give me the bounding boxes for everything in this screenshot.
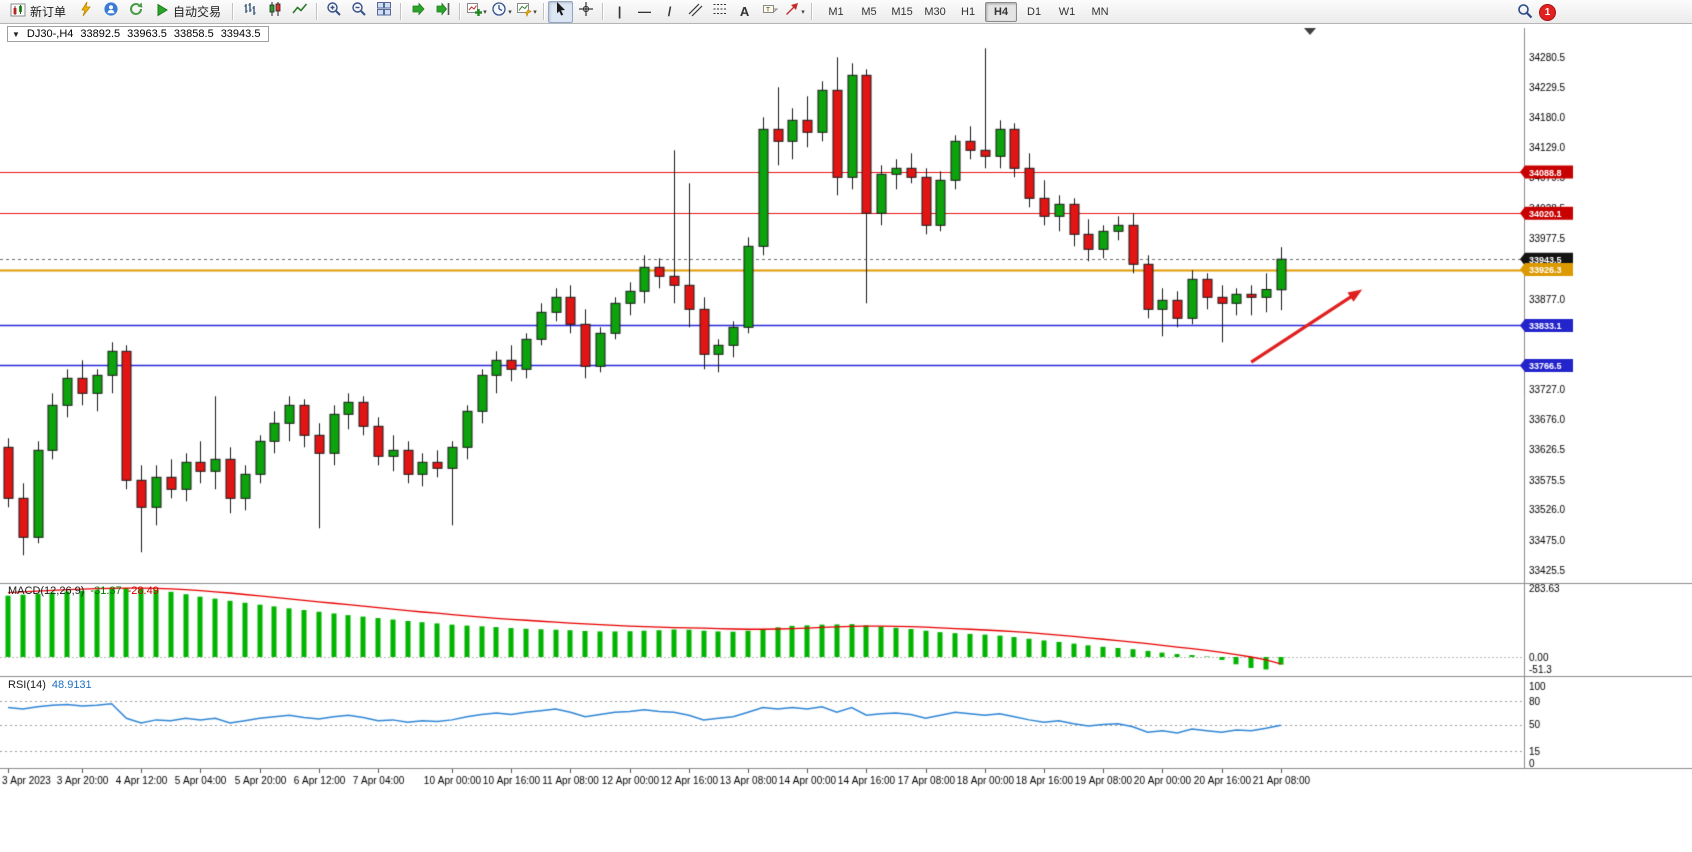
channel-button[interactable]: [682, 1, 707, 23]
timeframe-button-h4[interactable]: H4: [985, 1, 1018, 22]
toolbar-separator: [602, 3, 604, 20]
open-value: 33892.5: [80, 28, 121, 40]
fibonacci-button[interactable]: [707, 1, 732, 23]
trendline-button[interactable]: /: [657, 1, 682, 23]
rsi-name: RSI(14): [8, 679, 46, 691]
chart-canvas[interactable]: [0, 24, 1692, 852]
autotrading-label: 自动交易: [173, 5, 222, 19]
chart-shift-icon: [435, 1, 451, 22]
search-button[interactable]: [1512, 2, 1537, 24]
label-button[interactable]: T: [757, 1, 782, 23]
indicators-button[interactable]: ▾: [464, 1, 489, 23]
auto-scroll-button[interactable]: [405, 1, 430, 23]
clock-icon: [491, 1, 507, 22]
timeframe-group: M1 M5 M15 M30 H1 H4 D1 W1 MN: [820, 1, 1116, 22]
timeframe-button-d1[interactable]: D1: [1027, 5, 1042, 18]
timeframe-button-h1[interactable]: H1: [961, 5, 976, 18]
main-toolbar: 新订单 自动交易: [0, 0, 1692, 24]
chart-info-box: ▼ DJ30-,H4 33892.5 33963.5 33858.5 33943…: [7, 26, 270, 42]
search-icon: [1517, 3, 1533, 24]
timeframe-button-w1[interactable]: W1: [1058, 5, 1076, 18]
tile-windows-icon: [376, 1, 392, 22]
arrows-dropdown-arrow[interactable]: ▾: [801, 8, 805, 16]
toolbar-separator: [811, 3, 813, 20]
new-order-button[interactable]: 新订单: [3, 1, 73, 23]
svg-text:T: T: [766, 7, 770, 14]
macd-indicator-label: MACD(12,26,9) -31.37 -28.49: [8, 585, 159, 597]
person-icon: [103, 1, 119, 22]
close-value: 33943.5: [220, 28, 261, 40]
timeframe-button-mn[interactable]: MN: [1091, 5, 1109, 18]
timeframe-button-m1[interactable]: M1: [828, 5, 844, 18]
templates-icon: [516, 1, 533, 22]
zoom-in-button[interactable]: [321, 1, 346, 23]
auto-scroll-icon: [410, 1, 426, 22]
templates-dropdown-arrow[interactable]: ▾: [533, 8, 537, 16]
lightning-icon: [78, 1, 94, 22]
macd-name: MACD(12,26,9): [8, 585, 85, 597]
chart-shift-button[interactable]: [430, 1, 455, 23]
templates-button[interactable]: ▾: [514, 1, 539, 23]
rsi-indicator-label: RSI(14) 48.9131: [8, 679, 92, 691]
equidistant-channel-icon: [687, 1, 703, 22]
notification-badge[interactable]: 1: [1539, 4, 1556, 21]
low-value: 33858.5: [173, 28, 214, 40]
play-icon: [155, 3, 169, 20]
macd-signal-value: -28.49: [127, 585, 159, 597]
chart-symbol-period: DJ30-,H4: [26, 28, 74, 40]
autotrading-button[interactable]: 自动交易: [148, 1, 228, 23]
toolbar-separator: [316, 3, 318, 20]
new-order-icon: [10, 2, 26, 21]
timeframe-button-m15[interactable]: M15: [891, 5, 913, 18]
rsi-value: 48.9131: [51, 679, 92, 691]
high-value: 33963.5: [127, 28, 167, 40]
toolbar-separator: [400, 3, 402, 20]
community-button[interactable]: [98, 1, 123, 23]
arrow-object-icon: [784, 1, 800, 22]
bar-chart-button[interactable]: [237, 1, 262, 23]
periods-dropdown-arrow[interactable]: ▾: [508, 8, 512, 16]
horizontal-line-icon: —: [638, 4, 652, 19]
metaeditor-button[interactable]: [73, 1, 98, 23]
cursor-icon: [553, 1, 569, 22]
candlestick-chart-icon: [267, 1, 283, 22]
toolbar-separator: [543, 3, 545, 20]
text-icon: A: [739, 4, 750, 19]
crosshair-icon: [578, 1, 594, 22]
fibonacci-icon: [712, 1, 728, 22]
indicators-icon: [466, 1, 483, 22]
one-click-trading-toggle[interactable]: ▼: [12, 29, 20, 39]
zoom-out-button[interactable]: [346, 1, 371, 23]
text-button[interactable]: A: [732, 1, 757, 23]
arrows-button[interactable]: ▾: [782, 1, 807, 23]
bar-chart-icon: [242, 1, 258, 22]
timeframe-button-m5[interactable]: M5: [861, 5, 877, 18]
macd-main-value: -31.37: [90, 585, 122, 597]
trendline-icon: /: [667, 4, 672, 19]
zoom-out-icon: [351, 1, 367, 22]
tile-windows-button[interactable]: [371, 1, 396, 23]
toolbar-separator: [459, 3, 461, 20]
line-chart-button[interactable]: [287, 1, 312, 23]
line-chart-icon: [291, 1, 308, 22]
vertical-line-button[interactable]: |: [607, 1, 632, 23]
ohlc-values: 33892.5 33963.5 33858.5 33943.5: [80, 28, 260, 40]
indicators-dropdown-arrow[interactable]: ▾: [483, 8, 487, 16]
zoom-in-icon: [326, 1, 342, 22]
new-order-label: 新订单: [30, 5, 67, 19]
crosshair-button[interactable]: [573, 1, 598, 23]
candlestick-chart-button[interactable]: [262, 1, 287, 23]
horizontal-line-button[interactable]: —: [632, 1, 657, 23]
vertical-line-icon: |: [617, 4, 622, 19]
timeframe-button-m30[interactable]: M30: [924, 5, 946, 18]
refresh-button[interactable]: [123, 1, 148, 23]
toolbar-separator: [232, 3, 234, 20]
cursor-button[interactable]: [548, 0, 574, 23]
label-icon: T: [762, 1, 778, 22]
refresh-icon: [128, 1, 144, 22]
periods-button[interactable]: ▾: [489, 1, 514, 23]
